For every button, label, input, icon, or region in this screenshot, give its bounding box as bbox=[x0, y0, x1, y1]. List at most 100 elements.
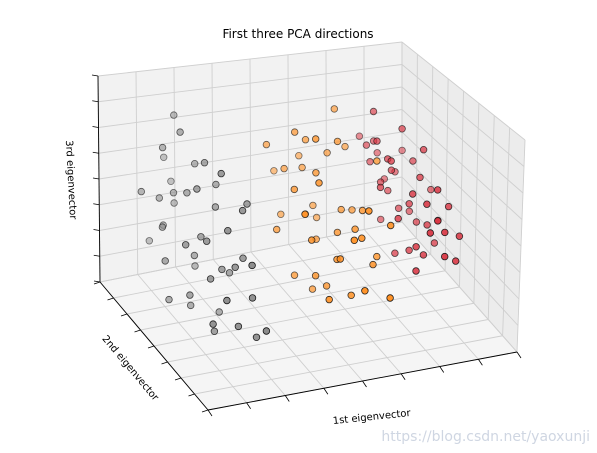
data-point-class-0 bbox=[377, 215, 385, 224]
data-point-class-1 bbox=[348, 206, 356, 214]
data-point-class-2 bbox=[238, 206, 247, 215]
data-point-class-2 bbox=[218, 265, 226, 274]
grid-line bbox=[113, 237, 417, 299]
data-point-class-1 bbox=[290, 185, 298, 194]
data-point-class-2 bbox=[158, 143, 167, 152]
data-point-class-1 bbox=[336, 255, 344, 263]
data-point-class-2 bbox=[190, 159, 199, 168]
z-tick bbox=[93, 254, 100, 257]
data-point-class-1 bbox=[311, 272, 320, 280]
data-point-class-0 bbox=[391, 249, 399, 257]
data-point-class-2 bbox=[190, 251, 199, 260]
data-point-class-1 bbox=[369, 260, 377, 269]
data-point-class-0 bbox=[412, 243, 420, 251]
y-tick bbox=[107, 297, 114, 301]
grid-line bbox=[288, 244, 402, 375]
z-tick bbox=[93, 280, 101, 283]
data-point-class-0 bbox=[430, 239, 439, 247]
data-point-class-0 bbox=[412, 218, 421, 226]
data-point-class-2 bbox=[176, 128, 184, 136]
data-point-class-1 bbox=[330, 105, 338, 113]
grid-line bbox=[401, 64, 525, 167]
data-point-class-2 bbox=[211, 203, 220, 211]
y-axis-label: 2nd eigenvector bbox=[99, 334, 161, 404]
data-point-class-1 bbox=[325, 295, 333, 304]
data-point-class-2 bbox=[223, 296, 231, 305]
data-point-class-0 bbox=[416, 173, 424, 182]
data-point-class-1 bbox=[358, 234, 366, 242]
data-point-class-2 bbox=[167, 177, 175, 185]
data-point-class-0 bbox=[384, 186, 392, 195]
x-tick bbox=[207, 409, 213, 417]
y-tick bbox=[201, 409, 209, 413]
data-point-class-0 bbox=[362, 141, 371, 149]
data-point-class-1 bbox=[341, 142, 349, 151]
data-point-class-2 bbox=[212, 180, 220, 189]
data-point-class-1 bbox=[312, 169, 320, 177]
data-point-class-0 bbox=[419, 145, 428, 154]
data-point-class-0 bbox=[405, 200, 413, 208]
watermark-text: https://blog.csdn.net/yaoxunji bbox=[381, 429, 590, 445]
data-point-class-2 bbox=[155, 194, 163, 202]
data-point-class-0 bbox=[366, 157, 374, 166]
data-point-class-1 bbox=[298, 163, 306, 172]
data-point-class-1 bbox=[323, 149, 331, 157]
grid-line bbox=[326, 236, 441, 367]
data-point-class-2 bbox=[231, 263, 239, 271]
data-point-class-0 bbox=[409, 190, 417, 198]
data-point-class-0 bbox=[455, 232, 464, 240]
data-point-class-0 bbox=[387, 166, 396, 174]
y-tick bbox=[147, 345, 155, 349]
grid-line bbox=[363, 229, 479, 360]
data-point-class-1 bbox=[277, 210, 285, 218]
data-point-class-1 bbox=[337, 205, 345, 214]
data-point-class-2 bbox=[159, 153, 168, 161]
x-tick bbox=[516, 351, 522, 359]
data-point-class-1 bbox=[308, 236, 316, 244]
data-point-class-1 bbox=[347, 291, 355, 299]
data-point-class-0 bbox=[398, 125, 406, 133]
grid-line bbox=[99, 221, 403, 283]
y-tick bbox=[93, 281, 101, 285]
data-point-class-1 bbox=[386, 294, 394, 302]
data-point-class-2 bbox=[209, 320, 217, 328]
data-point-class-1 bbox=[350, 236, 358, 244]
data-point-class-2 bbox=[252, 333, 261, 341]
data-point-class-2 bbox=[170, 199, 178, 207]
z-tick bbox=[92, 151, 99, 154]
grid-line bbox=[153, 286, 460, 347]
data-point-class-1 bbox=[308, 285, 317, 293]
data-point-class-2 bbox=[210, 327, 219, 335]
grid-line bbox=[516, 139, 526, 353]
data-point-class-2 bbox=[206, 275, 215, 283]
data-point-class-0 bbox=[398, 146, 406, 155]
grid-line bbox=[401, 221, 518, 353]
data-point-class-0 bbox=[426, 229, 434, 237]
z-tick bbox=[91, 74, 99, 77]
grid-line bbox=[126, 254, 431, 315]
data-point-class-2 bbox=[169, 188, 178, 197]
data-point-class-1 bbox=[301, 210, 309, 218]
z-tick bbox=[92, 100, 99, 103]
data-point-class-0 bbox=[405, 246, 413, 254]
grid-line bbox=[401, 109, 523, 220]
data-point-class-1 bbox=[312, 135, 320, 143]
data-point-class-2 bbox=[181, 241, 190, 249]
y-tick bbox=[174, 377, 182, 381]
data-points bbox=[137, 105, 464, 341]
data-point-class-1 bbox=[315, 179, 323, 187]
data-point-class-2 bbox=[137, 187, 145, 196]
y-tick bbox=[134, 329, 141, 333]
grid-line bbox=[140, 270, 446, 331]
z-tick bbox=[92, 126, 99, 128]
data-point-class-0 bbox=[452, 257, 460, 265]
grid-line bbox=[401, 41, 526, 141]
data-point-class-0 bbox=[441, 228, 449, 237]
data-point-class-0 bbox=[423, 200, 431, 208]
data-point-class-1 bbox=[387, 221, 395, 230]
data-point-class-2 bbox=[186, 301, 195, 310]
grid-line bbox=[502, 127, 511, 336]
data-point-class-0 bbox=[369, 107, 378, 116]
data-point-class-0 bbox=[423, 221, 431, 229]
